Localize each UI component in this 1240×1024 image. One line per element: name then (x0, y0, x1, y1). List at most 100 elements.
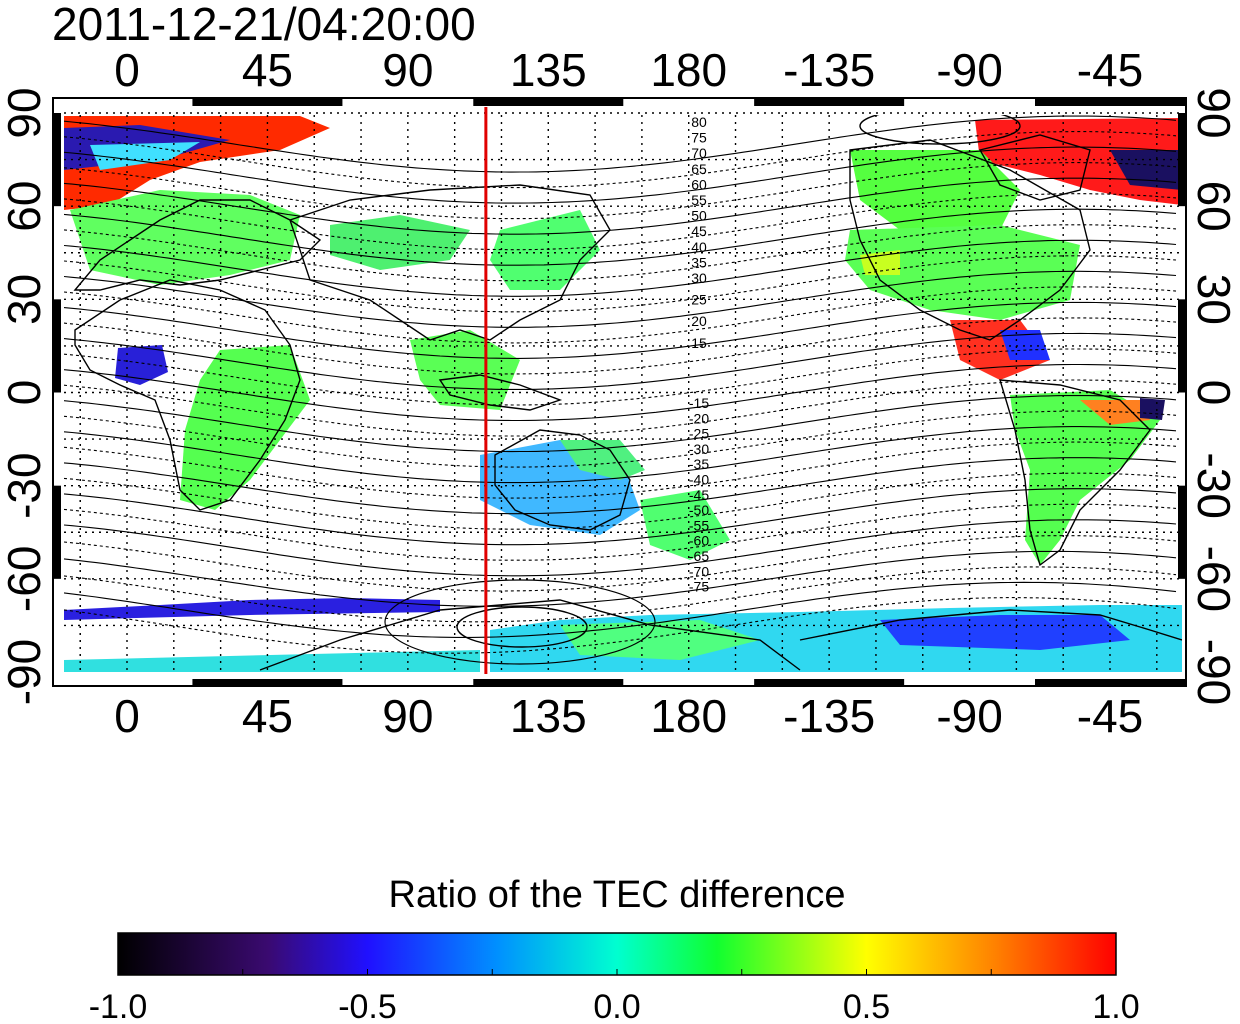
contour-label: 60 (691, 176, 707, 192)
frame-tick-bar (53, 299, 61, 393)
contour-label: 30 (691, 270, 707, 286)
latitude-ticks-right: 90 60 30 0 -30 -60 -90 (1188, 87, 1240, 705)
contour-line (64, 581, 1177, 638)
frame-tick-bar (1178, 299, 1186, 393)
contour-label: -35 (689, 456, 709, 472)
lon-tick-label: 45 (242, 690, 293, 742)
lat-tick-label: -90 (0, 639, 50, 705)
arctic-green-east (850, 150, 1020, 230)
contour-label: 20 (691, 313, 707, 329)
contour-label: 35 (691, 254, 707, 270)
frame-tick-bar (53, 485, 61, 579)
antarctica-green (560, 620, 760, 660)
contour-line (64, 162, 1177, 220)
contour-label: 65 (691, 161, 707, 177)
frame-tick-bar (1178, 485, 1186, 579)
lat-tick-label: 90 (0, 87, 50, 138)
contour-line (64, 332, 1177, 390)
contour-label: -55 (689, 517, 709, 533)
coastlines (73, 134, 1182, 671)
frame-tick-bar (192, 679, 343, 687)
contour-label: 55 (691, 192, 707, 208)
lon-tick-label: 90 (382, 690, 433, 742)
asia-data-b (490, 210, 600, 290)
contour-line (64, 503, 1177, 561)
coast-greenland (978, 134, 1091, 201)
lon-tick-label: 180 (650, 44, 727, 96)
na-yellow (860, 250, 900, 275)
frame-tick-bar (754, 679, 905, 687)
lon-tick-label: 0 (114, 690, 140, 742)
contour-label: -45 (689, 487, 709, 503)
colorbar-tick-label: -1.0 (89, 988, 148, 1024)
contour-line (64, 270, 1177, 328)
coast-australia (494, 429, 631, 531)
lat-tick-label: 0 (0, 380, 50, 406)
contour-line (64, 566, 1177, 623)
arctic-cyan-band (90, 142, 200, 170)
colorbar-tick-label: 1.0 (1092, 988, 1139, 1024)
contour-line (64, 426, 1177, 484)
lat-tick-label: 30 (1188, 274, 1240, 325)
colorbar-ticks: -1.0 -0.5 0.0 0.5 1.0 (89, 969, 1140, 1024)
coast-antarctica (259, 599, 801, 671)
frame-tick-bar (1035, 679, 1185, 687)
lon-tick-label: 135 (510, 690, 587, 742)
colorbar-tick-label: 0.0 (593, 988, 640, 1024)
contour-label: -40 (689, 472, 709, 488)
lon-tick-label: 45 (242, 44, 293, 96)
contour-line (64, 597, 1177, 654)
lon-tick-label: -90 (936, 690, 1002, 742)
contour-line (64, 472, 1177, 530)
contour-line (64, 115, 1177, 173)
lat-tick-label: 60 (1188, 181, 1240, 232)
contour-label: -20 (689, 410, 709, 426)
south-america-data (1010, 390, 1160, 565)
contour-line (64, 146, 1177, 204)
africa-data (180, 345, 310, 510)
contour-label: 40 (691, 239, 707, 255)
contour-line (64, 348, 1177, 406)
coast-antarctica-east (799, 609, 1182, 641)
contour-line (64, 550, 1177, 607)
contour-line (64, 239, 1177, 297)
frame-tick-bar (1035, 98, 1185, 106)
contour-label: 70 (691, 145, 707, 161)
frame-tick-bar (192, 98, 343, 106)
lat-tick-label: -60 (1188, 546, 1240, 612)
lon-tick-label: 0 (114, 44, 140, 96)
colorbar-tick-label: -0.5 (338, 988, 397, 1024)
lon-tick-label: -135 (783, 44, 875, 96)
contour-label: 45 (691, 223, 707, 239)
contour-label: -65 (689, 548, 709, 564)
frame-tick-bar (53, 113, 61, 207)
contour-label: 50 (691, 208, 707, 224)
contour-label: 15 (691, 335, 707, 351)
colorbar (117, 932, 1117, 976)
coast-africa (74, 279, 301, 511)
contour-line (64, 535, 1177, 592)
longitude-ticks-top: 0 45 90 135 180 -135 -90 -45 (114, 44, 1143, 96)
lon-tick-label: -135 (783, 690, 875, 742)
contour-line (64, 519, 1177, 577)
contour-line (64, 395, 1177, 453)
frame-tick-bar (754, 98, 905, 106)
colorbar-tick-label: 0.5 (843, 988, 890, 1024)
contour-line (64, 224, 1177, 282)
contour-label: 25 (691, 292, 707, 308)
contour-label: -30 (689, 441, 709, 457)
lat-tick-label: 30 (0, 274, 50, 325)
south-pole-contour (456, 606, 588, 648)
lat-tick-label: -60 (0, 546, 50, 612)
contour-line (64, 363, 1177, 422)
lat-tick-label: 90 (1188, 87, 1240, 138)
south-pole-contour-outer (384, 579, 656, 665)
lon-tick-label: -45 (1077, 690, 1143, 742)
contour-label: -50 (689, 502, 709, 518)
lon-tick-label: -45 (1077, 44, 1143, 96)
colorbar-title: Ratio of the TEC difference (389, 874, 846, 916)
southern-ocean-band (64, 650, 480, 672)
lat-tick-label: -90 (1188, 639, 1240, 705)
lon-tick-label: 90 (382, 44, 433, 96)
